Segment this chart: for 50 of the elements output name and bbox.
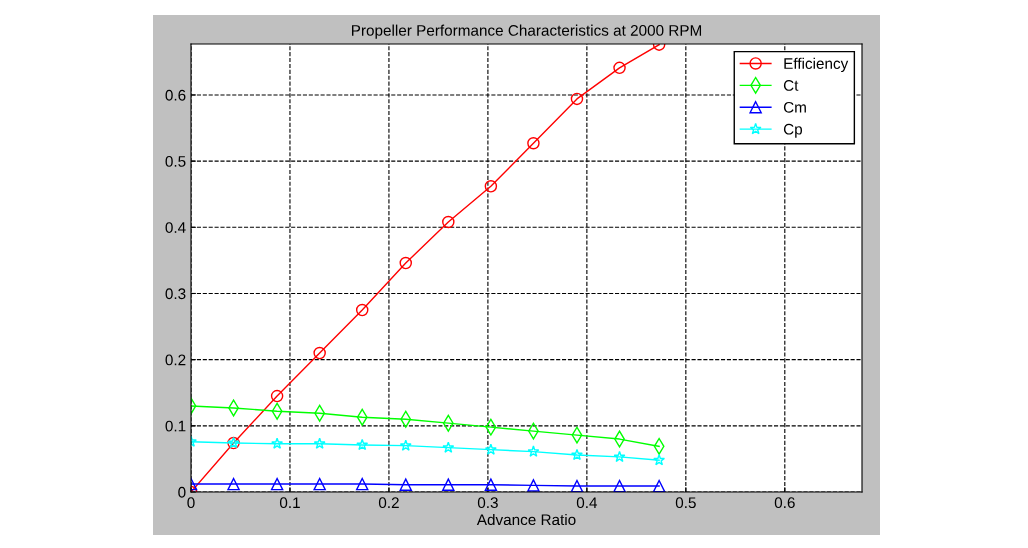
point <box>399 478 413 491</box>
point <box>613 450 626 463</box>
x-tick-label: 0.6 <box>774 497 795 509</box>
point <box>570 92 584 106</box>
x-axis-title: Advance Ratio <box>476 513 576 526</box>
y-tick-label: 0.6 <box>165 89 186 101</box>
point <box>399 256 413 270</box>
legend-label: Cm <box>783 101 806 113</box>
point <box>313 346 326 360</box>
point <box>570 479 584 492</box>
point <box>527 479 540 492</box>
point <box>271 437 284 449</box>
point <box>442 441 455 453</box>
point <box>652 479 666 492</box>
point <box>484 180 498 193</box>
point <box>355 477 369 491</box>
x-tick-label: 0.1 <box>279 497 300 509</box>
point <box>484 443 497 455</box>
point <box>527 445 540 457</box>
x-tick-label: 0 <box>187 497 195 509</box>
legend-label: Cp <box>783 123 803 138</box>
point <box>270 477 284 491</box>
y-tick-label: 0.1 <box>165 420 186 432</box>
x-tick-label: 0.4 <box>576 497 598 509</box>
chart-title: Propeller Performance Characteristics at 2000 RPM <box>352 24 702 39</box>
legend-label: Efficiency <box>784 57 849 72</box>
y-tick-label: 0.2 <box>165 354 186 366</box>
y-tick-label: 0 <box>178 486 186 498</box>
y-tick-label: 0.4 <box>165 222 186 233</box>
point <box>356 438 369 451</box>
point <box>270 389 284 403</box>
point <box>613 479 626 492</box>
point <box>442 215 455 229</box>
point <box>399 439 412 451</box>
point <box>570 448 583 461</box>
point <box>442 478 455 491</box>
point <box>313 437 326 449</box>
x-tick-label: 0.3 <box>477 497 498 509</box>
legend-label: Ct <box>783 80 799 91</box>
x-tick-label: 0.2 <box>378 497 399 509</box>
point <box>355 303 369 317</box>
y-tick-label: 0.5 <box>165 156 186 167</box>
point <box>313 477 326 491</box>
point <box>527 137 540 150</box>
x-tick-label: 0.5 <box>675 497 696 509</box>
y-tick-label: 0.3 <box>165 288 186 300</box>
point <box>484 478 498 491</box>
point <box>613 61 626 75</box>
point <box>227 477 240 491</box>
point <box>653 453 666 466</box>
